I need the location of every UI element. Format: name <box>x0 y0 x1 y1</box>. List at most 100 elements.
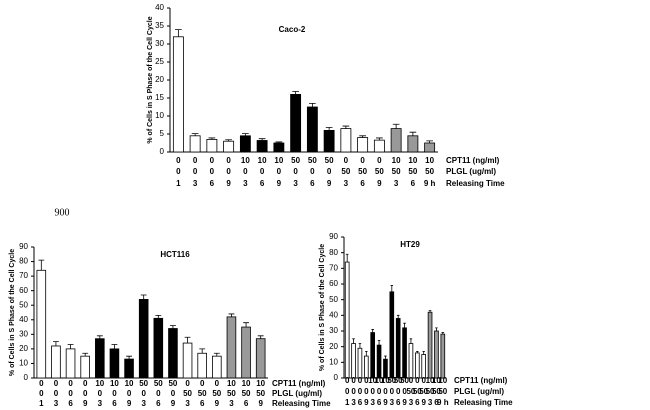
error-bar <box>96 335 103 339</box>
bar <box>109 348 120 379</box>
bar <box>407 135 419 153</box>
y-tick-label: 30 <box>155 39 164 48</box>
category-label: 6 <box>310 179 315 188</box>
category-label: 0 <box>383 387 388 396</box>
category-label: 1 <box>345 398 350 407</box>
category-label: 50 <box>426 387 435 396</box>
bar <box>273 142 285 153</box>
chart-title: HCT116 <box>160 250 190 259</box>
category-label: 0 <box>112 389 117 398</box>
error-bar <box>376 137 383 141</box>
category-label: 0 <box>377 156 382 165</box>
category-label: 10 <box>375 376 384 385</box>
error-bar <box>225 139 232 142</box>
row-label: CPT11 (ng/ml) <box>446 156 500 165</box>
category-label: 10 <box>274 156 283 165</box>
y-axis-label: % of Cells in S Phase of the Cell Cycle <box>319 244 326 371</box>
category-label: 0 <box>68 389 73 398</box>
category-label: 50 <box>438 387 447 396</box>
category-label: 3 <box>428 398 433 407</box>
bar <box>351 343 356 379</box>
category-label: 3 <box>409 398 414 407</box>
category-label: 0 <box>351 376 356 385</box>
y-axis-label: % of Cells in S Phase of the Cell Cycle <box>147 16 154 143</box>
row-label: Releasing Time <box>272 399 331 408</box>
error-bar <box>208 137 216 140</box>
error-bar <box>213 352 220 357</box>
category-label: 0 <box>277 167 282 176</box>
bar <box>197 352 207 379</box>
bar <box>223 140 235 153</box>
category-label: 0 <box>293 167 298 176</box>
category-label: 3 <box>54 399 59 408</box>
category-label: 50 <box>375 167 384 176</box>
category-label: 50 <box>406 387 415 396</box>
category-label: 3 <box>243 179 248 188</box>
category-label: 10 <box>258 156 267 165</box>
bar <box>138 298 149 379</box>
category-label: 50 <box>139 379 148 388</box>
category-label: 9 <box>277 179 282 188</box>
error-bar <box>403 322 406 328</box>
bar <box>65 348 76 379</box>
category-label: 50 <box>227 389 236 398</box>
bar <box>402 327 407 379</box>
error-bar <box>191 133 199 136</box>
category-label: 10 <box>241 156 250 165</box>
category-label: 6 <box>200 399 205 408</box>
category-label: 0 <box>344 156 349 165</box>
category-label: 9 h <box>424 179 436 188</box>
category-label: 9 h <box>437 398 449 407</box>
y-tick-label: 40 <box>19 315 28 324</box>
row-label: PLGL (ug/ml) <box>446 167 496 176</box>
category-label: 0 <box>377 387 382 396</box>
bar <box>124 358 134 379</box>
y-tick-label: 30 <box>329 326 338 335</box>
category-label: 0 <box>402 387 407 396</box>
error-bar <box>345 253 349 263</box>
error-bar <box>258 138 266 141</box>
category-label: 6 <box>396 398 401 407</box>
y-tick-label: 10 <box>19 359 28 368</box>
bar <box>344 261 350 379</box>
category-label: 0 <box>351 387 356 396</box>
category-label: 50 <box>212 389 221 398</box>
category-label: 6 <box>377 398 382 407</box>
category-label: 0 <box>39 379 44 388</box>
category-label: 6 <box>434 398 439 407</box>
error-bar <box>428 310 432 313</box>
category-label: 0 <box>54 379 59 388</box>
category-label: 10 <box>256 379 265 388</box>
y-tick-label: 0 <box>160 147 165 156</box>
category-label: 0 <box>193 156 198 165</box>
error-bar <box>390 285 394 292</box>
bar <box>357 347 363 379</box>
category-label: 0 <box>310 167 315 176</box>
category-label: 50 <box>432 387 441 396</box>
error-bar <box>435 327 438 331</box>
category-label: 3 <box>394 179 399 188</box>
category-label: 10 <box>392 156 401 165</box>
error-bar <box>409 131 417 136</box>
category-label: 10 <box>368 376 377 385</box>
y-tick-label: 50 <box>19 300 28 309</box>
y-tick-label: 90 <box>329 232 338 241</box>
category-label: 0 <box>358 387 363 396</box>
category-label: 50 <box>154 379 163 388</box>
bar <box>241 326 251 379</box>
error-bar <box>416 350 419 353</box>
category-label: 50 <box>387 376 396 385</box>
category-label: 50 <box>413 387 422 396</box>
category-label: 3 <box>98 399 103 408</box>
category-label: 0 <box>83 379 88 388</box>
category-label: 0 <box>360 156 365 165</box>
category-label: 0 <box>200 379 205 388</box>
category-label: 50 <box>168 379 177 388</box>
category-label: 6 <box>156 399 161 408</box>
bar <box>408 343 414 379</box>
bar <box>340 128 352 153</box>
category-label: 0 <box>226 167 231 176</box>
category-label: 0 <box>243 167 248 176</box>
category-label: 10 <box>95 379 104 388</box>
category-label: 10 <box>227 379 236 388</box>
